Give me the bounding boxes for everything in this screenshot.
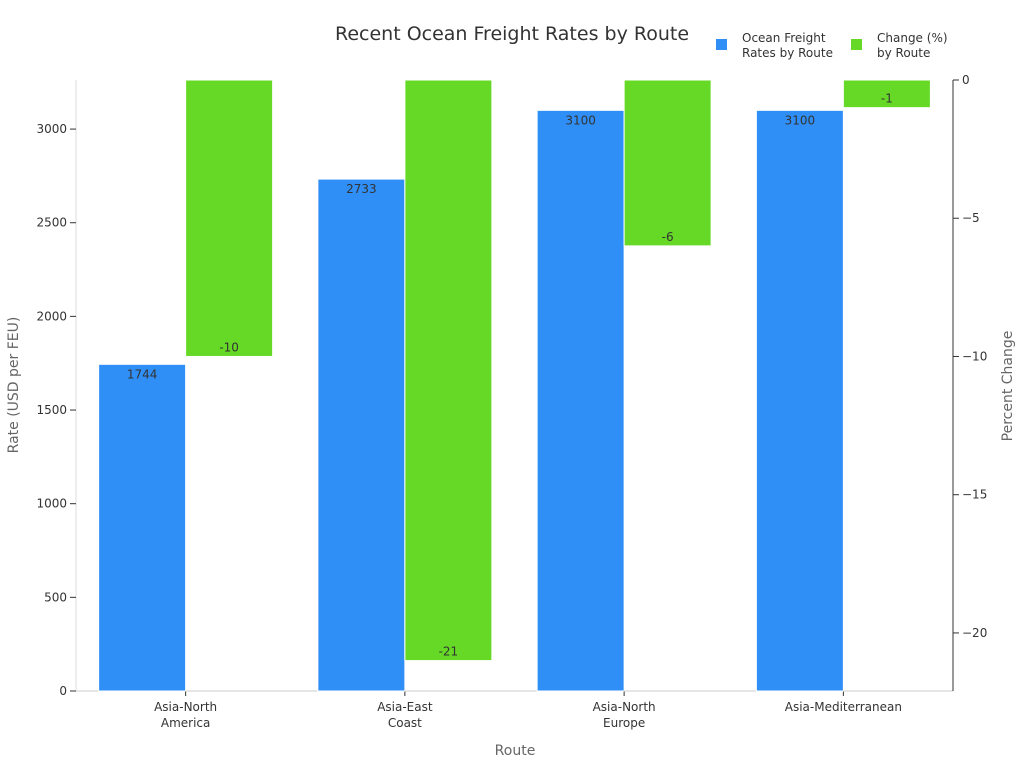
y-axis-label: Rate (USD per FEU): [6, 317, 22, 454]
legend-label: Rates by Route: [742, 46, 833, 60]
rate-data-label: 1744: [127, 367, 158, 381]
y-tick-label: 3000: [36, 122, 67, 136]
legend-label: Ocean Freight: [742, 31, 826, 45]
x-axis-label: Route: [495, 743, 536, 759]
change-bar: [185, 79, 274, 357]
legend-swatch: [851, 39, 862, 50]
change-data-label: -21: [439, 645, 459, 659]
change-bar: [842, 79, 931, 109]
y-tick-label: 500: [44, 590, 67, 604]
y-tick-label: 1000: [36, 497, 67, 511]
y2-tick-label: −20: [962, 626, 987, 640]
y-tick-label: 2000: [36, 309, 67, 323]
x-tick-label: Coast: [388, 716, 422, 730]
change-data-label: -6: [662, 230, 674, 244]
x-tick-label: Asia-North: [593, 700, 656, 714]
change-bar: [623, 79, 712, 247]
rate-bar: [98, 363, 187, 692]
x-tick-label: Asia-Mediterranean: [785, 700, 902, 714]
legend-label: by Route: [877, 46, 930, 60]
y-tick-label: 0: [59, 684, 67, 698]
x-tick-label: America: [161, 716, 211, 730]
y-tick-label: 1500: [36, 403, 67, 417]
change-data-label: -10: [219, 340, 239, 354]
rate-bar: [317, 178, 406, 692]
y2-tick-label: −5: [962, 211, 980, 225]
x-tick-label: Europe: [603, 716, 645, 730]
legend-label: Change (%): [877, 31, 948, 45]
y2-tick-label: 0: [962, 73, 970, 87]
y2-tick-label: −15: [962, 488, 987, 502]
y2-axis-label: Percent Change: [1000, 331, 1016, 442]
x-tick-label: Asia-North: [154, 700, 217, 714]
y2-tick-label: −10: [962, 349, 987, 363]
y-tick-label: 2500: [36, 216, 67, 230]
rate-data-label: 2733: [346, 182, 377, 196]
rate-bar: [536, 109, 625, 692]
rate-data-label: 3100: [565, 113, 596, 127]
x-tick-label: Asia-East: [377, 700, 433, 714]
change-bar: [404, 79, 493, 662]
rate-data-label: 3100: [785, 113, 816, 127]
chart-title: Recent Ocean Freight Rates by Route: [335, 23, 689, 45]
change-data-label: -1: [881, 92, 893, 106]
legend-swatch: [716, 39, 727, 50]
rate-bar: [755, 109, 844, 692]
